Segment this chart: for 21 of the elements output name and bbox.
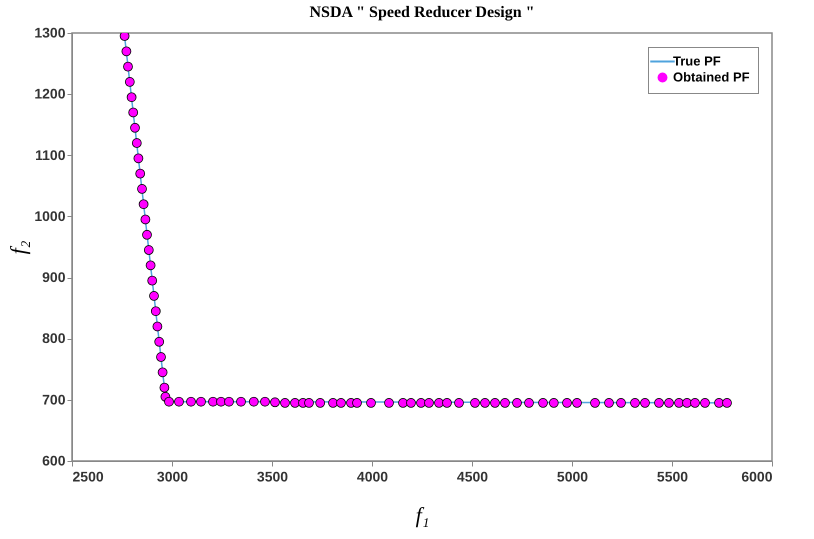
y-axis-title: f₂ [5, 240, 30, 254]
x-tick-label: 5500 [656, 468, 688, 484]
legend-label: Obtained PF [673, 70, 750, 84]
y-tick-label: 1200 [34, 86, 66, 102]
y-tick-label: 1100 [35, 146, 66, 163]
x-tick-label: 4000 [356, 468, 388, 484]
y-tick-label: 800 [42, 330, 66, 346]
x-axis-title: f₁ [416, 502, 430, 528]
x-tick-label: 2500 [72, 468, 104, 484]
y-tick-label: 700 [42, 391, 66, 408]
chart-title: NSDA " Speed Reducer Design " [309, 4, 535, 21]
y-tick-label: 1300 [34, 24, 66, 40]
x-tick-label: 3500 [256, 468, 288, 484]
x-tick-label: 3000 [156, 468, 188, 484]
x-tick-label: 4500 [456, 468, 488, 484]
y-tick-label: 1000 [34, 208, 66, 224]
y-tick-label: 600 [42, 452, 66, 468]
y-tick-label: 900 [42, 269, 66, 286]
x-tick-label: 6000 [741, 468, 773, 484]
legend-label: True PF [673, 54, 721, 68]
x-tick-label: 5000 [556, 468, 588, 484]
